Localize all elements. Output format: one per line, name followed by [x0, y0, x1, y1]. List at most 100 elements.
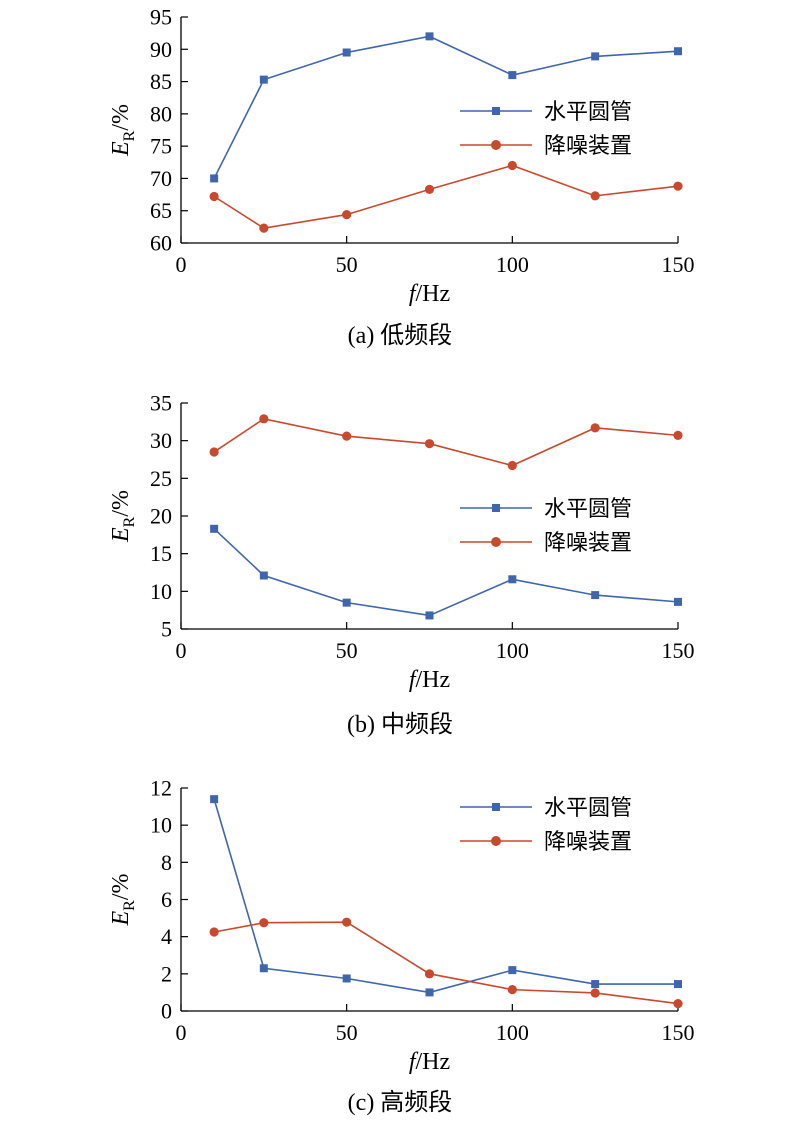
data-point-square	[210, 524, 219, 533]
data-point-square	[425, 32, 434, 41]
y-tick-label: 4	[161, 924, 172, 949]
y-tick-label: 10	[150, 579, 172, 604]
y-axis-title-unit: /%	[108, 873, 134, 900]
data-point-circle	[590, 423, 600, 433]
data-point-square	[591, 52, 600, 61]
y-axis-title: ER/%	[108, 104, 138, 157]
y-tick-label: 25	[150, 466, 172, 491]
data-point-square	[591, 591, 600, 600]
y-tick-label: 80	[150, 101, 172, 126]
data-point-square	[342, 974, 351, 983]
x-tick-label: 50	[336, 252, 358, 277]
data-point-circle	[590, 191, 600, 201]
y-tick-label: 95	[150, 5, 172, 30]
data-point-square	[342, 48, 351, 57]
y-tick-label: 60	[150, 231, 172, 256]
x-axis-title-unit: /Hz	[416, 281, 451, 307]
x-axis-title-symbol: f	[409, 281, 419, 307]
x-tick-label: 100	[496, 252, 529, 277]
x-tick-label: 150	[662, 1020, 695, 1045]
x-axis-title-symbol: f	[409, 667, 419, 693]
x-tick-label: 150	[662, 638, 695, 663]
y-tick-label: 6	[161, 887, 172, 912]
chart-panel-low-frequency: 60 65 70 75 80 85 90 95 0 50 100 150 f/Hz ER/% 水平圆管 降噪装…	[0, 0, 800, 360]
data-point-square	[591, 980, 600, 989]
data-point-circle	[507, 985, 517, 995]
y-axis-title-unit: /%	[108, 490, 134, 517]
legend-label-1: 降噪装置	[544, 134, 632, 159]
x-tick-label: 100	[496, 1020, 529, 1045]
chart-caption: (c) 高频段	[348, 1089, 453, 1116]
data-point-circle	[424, 969, 435, 979]
y-tick-label: 65	[150, 198, 172, 223]
x-tick-label: 50	[336, 1020, 358, 1045]
y-tick-label: 75	[150, 134, 172, 159]
x-tick-label: 0	[176, 638, 187, 663]
data-point-square	[425, 988, 434, 997]
data-point-circle	[209, 191, 219, 202]
chart-caption: (a) 低频段	[348, 322, 453, 349]
y-axis-title-subscript: R	[121, 130, 138, 141]
legend-marker-circle	[491, 537, 501, 547]
x-tick-label: 150	[662, 252, 695, 277]
data-point-circle	[673, 998, 683, 1009]
chart-panel-mid-frequency: 5 10 15 20 25 30 35 0 50 100 150 f/Hz ER/% 水平圆管 降噪装置 (b…	[0, 380, 800, 752]
x-axis-title-symbol: f	[409, 1049, 419, 1075]
data-point-circle	[342, 209, 352, 220]
y-tick-label: 2	[161, 961, 172, 986]
series-line-1	[213, 164, 679, 229]
y-tick-label: 0	[161, 999, 172, 1024]
x-tick-label: 0	[176, 252, 187, 277]
legend-label-0: 水平圆管	[544, 497, 632, 522]
data-point-square	[508, 966, 517, 975]
data-point-square	[674, 597, 682, 606]
data-point-square	[210, 174, 219, 183]
y-tick-label: 10	[150, 813, 172, 838]
y-axis-title-symbol: E	[108, 141, 134, 157]
legend-marker-square	[492, 803, 500, 811]
y-tick-label: 5	[161, 617, 172, 642]
series-line-1	[213, 921, 679, 1005]
x-axis-title: f/Hz	[409, 1049, 450, 1075]
x-tick-label: 50	[336, 638, 358, 663]
y-tick-label: 35	[150, 391, 172, 416]
data-point-circle	[209, 927, 219, 937]
y-axis-title-unit: /%	[108, 104, 134, 131]
data-point-square	[259, 964, 268, 973]
data-point-circle	[590, 988, 600, 998]
y-axis-title-symbol: E	[108, 911, 134, 927]
data-point-circle	[342, 917, 352, 927]
data-point-square	[259, 571, 268, 580]
data-point-circle	[507, 460, 517, 471]
series-line-1	[213, 417, 679, 467]
y-axis-title-subscript: R	[121, 900, 138, 911]
x-axis-title: f/Hz	[409, 667, 450, 693]
data-point-square	[674, 47, 682, 56]
y-tick-label: 12	[150, 776, 172, 801]
data-point-circle	[259, 414, 269, 424]
chart-caption: (b) 中频段	[347, 711, 453, 738]
y-tick-label: 30	[150, 428, 172, 453]
x-axis-title-unit: /Hz	[416, 1049, 451, 1075]
y-tick-label: 20	[150, 504, 172, 529]
x-tick-label: 100	[496, 638, 529, 663]
data-point-square	[259, 75, 268, 84]
data-point-circle	[673, 181, 683, 191]
data-point-circle	[259, 223, 269, 233]
data-point-circle	[673, 430, 683, 440]
legend-marker-circle	[491, 140, 501, 150]
y-tick-label: 85	[150, 69, 172, 94]
data-point-square	[508, 71, 517, 80]
data-point-square	[425, 611, 434, 620]
legend-label-0: 水平圆管	[544, 796, 632, 821]
legend-marker-square	[492, 504, 500, 512]
x-tick-label: 0	[176, 1020, 187, 1045]
chart-svg-0: 60 65 70 75 80 85 90 95 0 50 100 150 f/Hz ER/% 水平圆管降噪装…	[108, 5, 695, 350]
x-axis-title: f/Hz	[409, 281, 450, 307]
y-tick-label: 90	[150, 37, 172, 62]
legend-marker-circle	[491, 836, 501, 846]
legend-label-1: 降噪装置	[544, 531, 632, 556]
